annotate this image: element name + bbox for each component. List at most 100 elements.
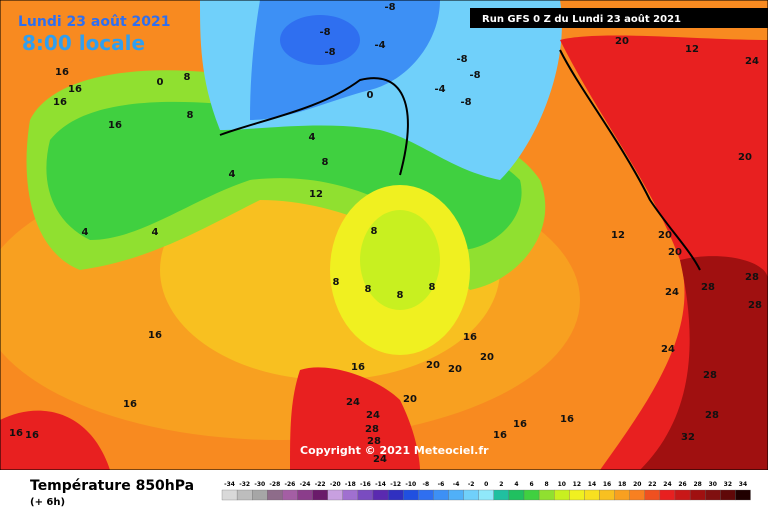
scale-swatch	[342, 489, 359, 501]
isotherm-label: 4	[229, 169, 236, 180]
scale-label: 24	[663, 481, 671, 488]
scale-label: -20	[330, 481, 341, 488]
scale-label: 22	[648, 481, 656, 488]
scale-label: -14	[375, 481, 386, 488]
isotherm-label: 32	[681, 432, 695, 443]
isotherm-label: 8	[322, 157, 329, 168]
isotherm-label: 24	[665, 287, 679, 298]
scale-swatch	[689, 489, 706, 501]
isotherm-label: 16	[25, 430, 39, 441]
isotherm-label: -8	[324, 47, 335, 58]
scale-label: 6	[529, 481, 533, 488]
isotherm-label: 16	[493, 430, 507, 441]
scale-label: -24	[300, 481, 311, 488]
scale-label: 18	[618, 481, 626, 488]
isotherm-label: 24	[373, 454, 387, 465]
scale-swatch	[403, 489, 419, 501]
isotherm-label: 8	[397, 290, 404, 301]
scale-swatch	[674, 489, 691, 501]
isotherm-label: 12	[685, 44, 699, 55]
scale-swatch	[720, 489, 736, 501]
scale-swatch	[282, 489, 298, 501]
scale-swatch	[705, 489, 721, 501]
scale-swatch	[614, 489, 630, 501]
isotherm-label: 0	[367, 90, 374, 101]
isotherm-label: -4	[434, 84, 445, 95]
isotherm-label: -8	[456, 54, 467, 65]
isotherm-label: 28	[748, 300, 762, 311]
isotherm-label: 20	[615, 36, 629, 47]
isotherm-label: 24	[661, 344, 675, 355]
scale-label: 20	[633, 481, 641, 488]
map-labels: 16161616164088444812-8-8-8-8-40-4-8-8201…	[9, 2, 762, 465]
run-info: Run GFS 0 Z du Lundi 23 août 2021	[482, 13, 681, 25]
scale-label: 4	[514, 481, 518, 488]
isotherm-label: 8	[365, 284, 372, 295]
scale-label: 2	[499, 481, 503, 488]
scale-label: -18	[345, 481, 356, 488]
isotherm-label: 28	[365, 424, 379, 435]
scale-label: 26	[678, 481, 686, 488]
isotherm-label: 24	[745, 56, 759, 67]
isotherm-label: 20	[480, 352, 494, 363]
scale-label: -2	[468, 481, 475, 488]
isotherm-label: 8	[371, 226, 378, 237]
scale-swatch	[538, 489, 555, 501]
isotherm-label: 28	[703, 370, 717, 381]
isotherm-label: 16	[9, 428, 23, 439]
scale-label: -30	[254, 481, 265, 488]
isotherm-label: 28	[367, 436, 381, 447]
scale-swatch	[478, 489, 494, 501]
scale-swatch	[221, 489, 238, 501]
scale-label: 12	[573, 481, 581, 488]
isotherm-label: 20	[658, 230, 672, 241]
isotherm-label: 8	[184, 72, 191, 83]
isotherm-label: 8	[333, 277, 340, 288]
scale-label: -4	[453, 481, 460, 488]
isotherm-label: -8	[319, 27, 330, 38]
isotherm-label: 12	[309, 189, 323, 200]
scale-swatch	[267, 489, 283, 501]
scale-label: -34	[224, 481, 235, 488]
scale-swatch	[327, 489, 343, 501]
scale-swatch	[735, 489, 751, 501]
scale-label: 28	[693, 481, 701, 488]
isotherm-label: -8	[469, 70, 480, 81]
isotherm-label: 16	[351, 362, 365, 373]
isotherm-label: 4	[152, 227, 159, 238]
isotherm-label: 16	[513, 419, 527, 430]
isotherm-label: 20	[448, 364, 462, 375]
date-title: Lundi 23 août 2021	[18, 14, 170, 30]
scale-swatch	[236, 489, 253, 501]
isotherm-label: 16	[55, 67, 69, 78]
isotherm-label: 28	[705, 410, 719, 421]
scale-swatch	[252, 489, 268, 501]
isotherm-label: 0	[157, 77, 164, 88]
isotherm-label: 20	[738, 152, 752, 163]
footer-title: Température 850hPa	[30, 478, 194, 494]
scale-swatch	[629, 489, 645, 501]
isotherm-label: 16	[560, 414, 574, 425]
isotherm-label: 24	[366, 410, 380, 421]
isotherm-label: 28	[701, 282, 715, 293]
scale-swatch	[523, 489, 540, 501]
scale-swatch	[387, 489, 404, 501]
color-scale: -34 -32 -30 -28 -26 -24 -22 -20 -18 -16 -14 -12 -10-…	[221, 481, 751, 501]
scale-label: 16	[603, 481, 611, 488]
isotherm-label: -4	[374, 40, 385, 51]
forecast-step: (+ 6h)	[30, 497, 65, 508]
scale-swatch	[493, 489, 510, 501]
scale-label: 32	[724, 481, 732, 488]
scale-label: -32	[239, 481, 250, 488]
isotherm-label: -8	[460, 97, 471, 108]
isotherm-label: 28	[745, 272, 759, 283]
isotherm-label: 16	[123, 399, 137, 410]
scale-swatch	[312, 489, 328, 501]
scale-label: 34	[739, 481, 747, 488]
isotherm-label: 12	[611, 230, 625, 241]
scale-label: -16	[360, 481, 371, 488]
scale-label: -12	[390, 481, 401, 488]
scale-swatch	[357, 489, 374, 501]
scale-swatch	[448, 489, 464, 501]
